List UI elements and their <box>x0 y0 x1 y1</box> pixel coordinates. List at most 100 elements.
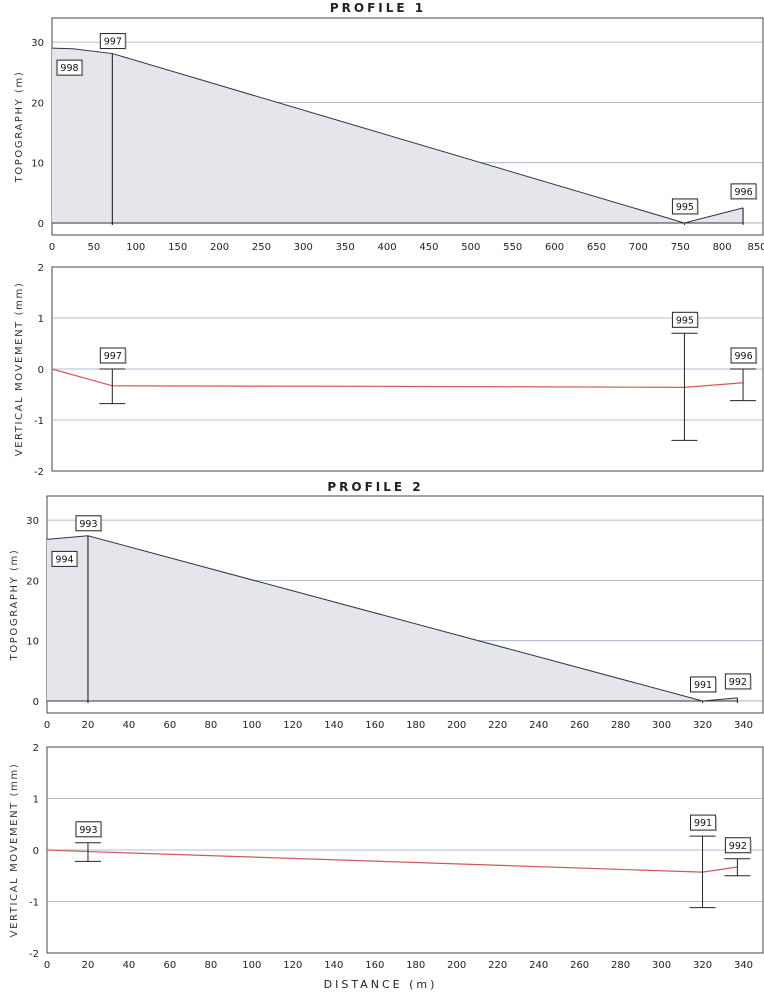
y-tick-label: -1 <box>34 416 44 427</box>
x-tick-label: 0 <box>44 720 50 731</box>
y-axis-label: TOPOGRAPHY (m) <box>14 71 25 184</box>
y-tick-label: -2 <box>34 467 44 478</box>
station-label: 997 <box>104 37 122 48</box>
x-tick-label: 240 <box>529 960 548 971</box>
x-tick-label: 280 <box>611 720 630 731</box>
x-tick-label: 180 <box>406 960 425 971</box>
movement-line <box>46 849 738 873</box>
x-tick-label: 250 <box>252 242 271 253</box>
y-tick-label: -2 <box>29 949 39 960</box>
x-tick-label: 150 <box>168 242 187 253</box>
x-tick-label: 300 <box>294 242 313 253</box>
x-tick-label: 60 <box>164 720 177 731</box>
x-tick-label: 300 <box>652 960 671 971</box>
x-axis-label: DISTANCE (m) <box>324 978 438 991</box>
station-label: 995 <box>676 202 694 213</box>
x-tick-label: 120 <box>283 960 302 971</box>
station-label: 995 <box>676 315 694 326</box>
x-tick-label: 320 <box>693 720 712 731</box>
x-tick-label: 160 <box>365 960 384 971</box>
terrain-area <box>47 535 738 701</box>
x-tick-label: 180 <box>406 720 425 731</box>
y-tick-label: 20 <box>31 98 44 109</box>
x-tick-label: 220 <box>488 720 507 731</box>
x-tick-label: 40 <box>123 720 136 731</box>
x-tick-label: 240 <box>529 720 548 731</box>
x-tick-label: 400 <box>378 242 397 253</box>
y-tick-label: 1 <box>38 314 44 325</box>
y-tick-label: 2 <box>38 263 44 274</box>
station-label: 994 <box>55 554 73 565</box>
x-tick-label: 80 <box>205 720 218 731</box>
x-tick-label: 280 <box>611 960 630 971</box>
y-tick-label: 20 <box>26 576 39 587</box>
x-tick-label: 0 <box>49 242 55 253</box>
y-tick-label: 0 <box>38 365 44 376</box>
y-tick-label: 2 <box>33 743 39 754</box>
x-tick-label: 550 <box>503 242 522 253</box>
y-tick-label: 1 <box>33 795 39 806</box>
terrain-line <box>46 535 738 702</box>
chart-p2_move: VERTICAL MOVEMENT (mm) 2 1 0 -1 -2 0 20 40 60 80 10… <box>9 743 764 991</box>
x-tick-label: 750 <box>671 242 690 253</box>
x-tick-label: 260 <box>570 960 589 971</box>
x-tick-label: 700 <box>629 242 648 253</box>
y-tick-label: 10 <box>31 159 44 170</box>
x-tick-label: 260 <box>570 720 589 731</box>
x-tick-label: 120 <box>283 720 302 731</box>
y-tick-label: 30 <box>31 38 44 49</box>
x-tick-label: 40 <box>123 960 136 971</box>
x-tick-label: 50 <box>88 242 101 253</box>
x-tick-label: 340 <box>734 720 753 731</box>
y-tick-label: 0 <box>38 219 44 230</box>
x-tick-label: 200 <box>210 242 229 253</box>
x-tick-label: 850 <box>747 242 764 253</box>
y-tick-label: -1 <box>29 898 39 909</box>
chart-title: PROFILE 2 <box>327 480 423 494</box>
x-tick-label: 350 <box>336 242 355 253</box>
terrain-area <box>52 48 744 223</box>
x-tick-label: 140 <box>324 720 343 731</box>
movement-line <box>51 368 744 388</box>
x-tick-label: 340 <box>734 960 753 971</box>
station-label: 993 <box>79 825 97 836</box>
x-tick-label: 220 <box>488 960 507 971</box>
y-axis-label: TOPOGRAPHY (m) <box>9 549 20 662</box>
station-label: 991 <box>694 818 712 829</box>
station-label: 992 <box>729 677 747 688</box>
chart-p1_move: VERTICAL MOVEMENT (mm) 2 1 0 -1 -2 997 995 996 <box>14 263 764 478</box>
x-tick-label: 600 <box>545 242 564 253</box>
x-tick-label: 650 <box>587 242 606 253</box>
x-tick-label: 100 <box>126 242 145 253</box>
y-axis-label: VERTICAL MOVEMENT (mm) <box>9 763 20 938</box>
x-tick-label: 100 <box>242 960 261 971</box>
x-tick-label: 60 <box>164 960 177 971</box>
x-tick-label: 200 <box>447 720 466 731</box>
x-tick-label: 100 <box>242 720 261 731</box>
x-tick-label: 20 <box>82 960 95 971</box>
station-label: 997 <box>104 351 122 362</box>
x-tick-label: 20 <box>82 720 95 731</box>
x-tick-label: 140 <box>324 960 343 971</box>
station-label: 996 <box>734 187 752 198</box>
x-tick-label: 0 <box>44 960 50 971</box>
x-tick-label: 160 <box>365 720 384 731</box>
station-label: 996 <box>734 351 752 362</box>
station-label: 992 <box>729 841 747 852</box>
y-tick-label: 10 <box>26 637 39 648</box>
y-tick-label: 0 <box>33 697 39 708</box>
y-tick-label: 0 <box>33 846 39 857</box>
x-tick-label: 200 <box>447 960 466 971</box>
chart-title: PROFILE 1 <box>330 1 426 15</box>
x-tick-label: 450 <box>419 242 438 253</box>
x-tick-label: 500 <box>461 242 480 253</box>
x-tick-label: 800 <box>713 242 732 253</box>
x-tick-label: 80 <box>205 960 218 971</box>
x-tick-label: 300 <box>652 720 671 731</box>
y-axis-label: VERTICAL MOVEMENT (mm) <box>14 282 25 457</box>
y-tick-label: 30 <box>26 516 39 527</box>
station-label: 991 <box>694 680 712 691</box>
x-tick-label: 320 <box>693 960 712 971</box>
